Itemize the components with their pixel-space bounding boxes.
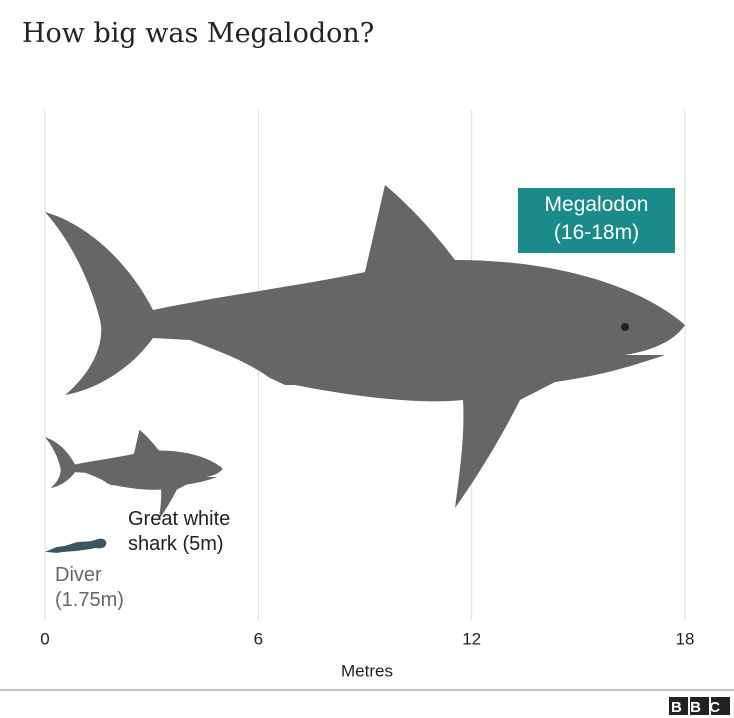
chart-title: How big was Megalodon?	[22, 18, 374, 49]
logo-box	[690, 697, 709, 715]
x-tick-label: 6	[254, 629, 263, 648]
logo-box	[711, 697, 730, 715]
category-label: Diver (1.75m)	[55, 564, 124, 611]
silhouette	[45, 185, 685, 508]
x-tick-label: 0	[40, 629, 49, 648]
silhouette	[45, 538, 107, 553]
logo: BBC	[669, 697, 730, 716]
logo-box	[669, 697, 688, 715]
x-axis-label: Metres	[341, 661, 393, 680]
silhouette	[45, 429, 223, 520]
category-label: Megalodon (16-18m)	[518, 188, 675, 253]
x-tick-label: 18	[676, 629, 695, 648]
x-tick-label: 12	[462, 629, 481, 648]
category-label: Great white shark (5m)	[128, 508, 231, 555]
logo-text: BBC	[671, 699, 728, 716]
eye	[621, 323, 629, 331]
